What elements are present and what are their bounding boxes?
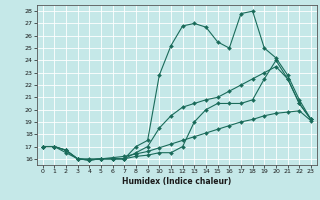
X-axis label: Humidex (Indice chaleur): Humidex (Indice chaleur): [122, 177, 231, 186]
